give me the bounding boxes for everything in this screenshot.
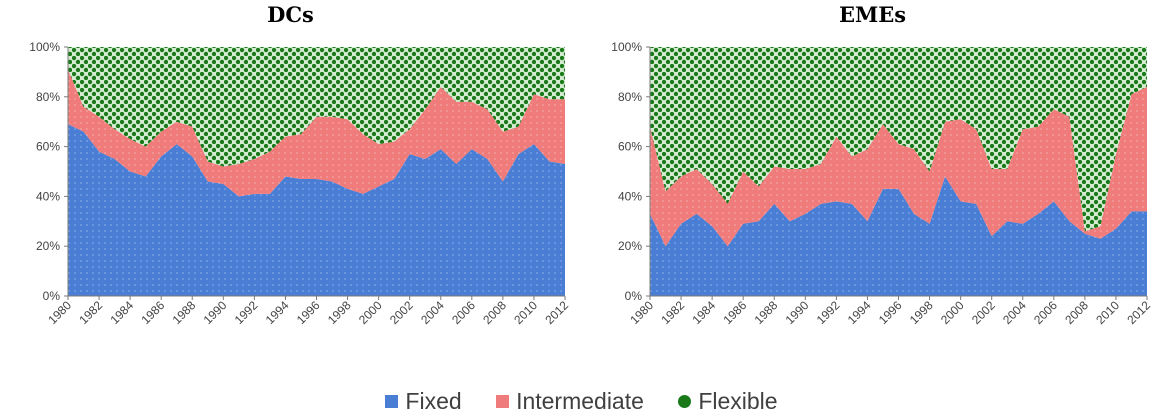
series-area-flexible: [68, 47, 565, 167]
dcs-chart-plot: 0%20%40%60%80%100%1980 1982 1984 1986 1988 19…: [29, 40, 571, 327]
y-tick-label: 0%: [43, 289, 61, 303]
x-tick-label: 1986: [721, 298, 750, 327]
x-tick-label: 1984: [689, 298, 718, 327]
x-tick-label: 1986: [139, 298, 168, 327]
x-tick-label: 2000: [356, 298, 385, 327]
x-tick-label: 2002: [387, 298, 416, 327]
x-tick-label: 1982: [658, 298, 687, 327]
fixed-swatch-icon: [385, 395, 399, 408]
y-tick-label: 20%: [36, 239, 60, 253]
x-tick-label: 2004: [1000, 298, 1029, 327]
x-tick-label: 1990: [783, 298, 812, 327]
series-area-intermediate: [650, 86, 1147, 247]
x-tick-label: 1982: [76, 298, 105, 327]
y-tick-label: 60%: [36, 140, 60, 154]
x-tick-label: 1996: [294, 298, 323, 327]
flexible-swatch-icon: [678, 395, 692, 408]
x-tick-label: 2012: [1124, 298, 1153, 327]
y-tick-label: 100%: [29, 40, 60, 54]
series-area-flexible: [650, 47, 1147, 232]
x-tick-label: 1994: [845, 298, 874, 327]
x-tick-label: 2008: [1062, 298, 1091, 327]
x-tick-label: 1992: [814, 298, 843, 327]
x-tick-label: 2008: [480, 298, 509, 327]
x-tick-label: 1992: [232, 298, 261, 327]
y-tick-label: 100%: [611, 40, 642, 54]
legend-label-flexible: Flexible: [698, 388, 778, 414]
x-tick-label: 2006: [1031, 298, 1060, 327]
x-tick-label: 1996: [876, 298, 905, 327]
legend-label-intermediate: Intermediate: [516, 388, 644, 414]
x-tick-label: 1988: [752, 298, 781, 327]
x-tick-label: 1988: [170, 298, 199, 327]
x-tick-label: 2004: [418, 298, 447, 327]
x-tick-label: 2010: [511, 298, 540, 327]
x-tick-label: 1998: [325, 298, 354, 327]
x-tick-label: 2002: [969, 298, 998, 327]
y-tick-label: 0%: [625, 289, 643, 303]
x-tick-label: 1984: [107, 298, 136, 327]
y-tick-label: 40%: [618, 189, 642, 203]
x-tick-label: 1990: [201, 298, 230, 327]
series-area-fixed: [650, 176, 1147, 296]
x-tick-label: 2000: [938, 298, 967, 327]
y-tick-label: 20%: [618, 239, 642, 253]
y-tick-label: 40%: [36, 189, 60, 203]
y-tick-label: 60%: [618, 140, 642, 154]
legend-item-intermediate: Intermediate: [496, 388, 644, 415]
emes-chart: EMEs 0% 20% 40% 60% 80% 100% 1980 1982 1984 1986 1…: [582, 0, 1163, 360]
x-tick-label: 1994: [263, 298, 292, 327]
legend-item-flexible: Flexible: [678, 388, 778, 415]
intermediate-swatch-icon: [496, 395, 510, 408]
series-area-intermediate: [68, 69, 565, 197]
x-tick-label: 2012: [542, 298, 571, 327]
x-tick-label: 1998: [907, 298, 936, 327]
legend-item-fixed: Fixed: [385, 388, 462, 415]
y-tick-label: 80%: [618, 90, 642, 104]
y-tick-label: 80%: [36, 90, 60, 104]
x-tick-label: 2006: [449, 298, 478, 327]
legend-label-fixed: Fixed: [405, 388, 462, 414]
dcs-chart: DCs 0% 20% 40% 60% 80% 100% 1980 1982 1984 1986 19…: [0, 0, 581, 360]
series-area-fixed: [68, 124, 565, 296]
legend: Fixed Intermediate Flexible: [0, 388, 1163, 415]
chart-title: EMEs: [838, 2, 907, 27]
emes-chart-plot: 0%20%40%60%80%100%1980 1982 1984 1986 1988 19…: [611, 40, 1153, 327]
chart-title: DCs: [267, 2, 314, 27]
x-tick-label: 2010: [1093, 298, 1122, 327]
